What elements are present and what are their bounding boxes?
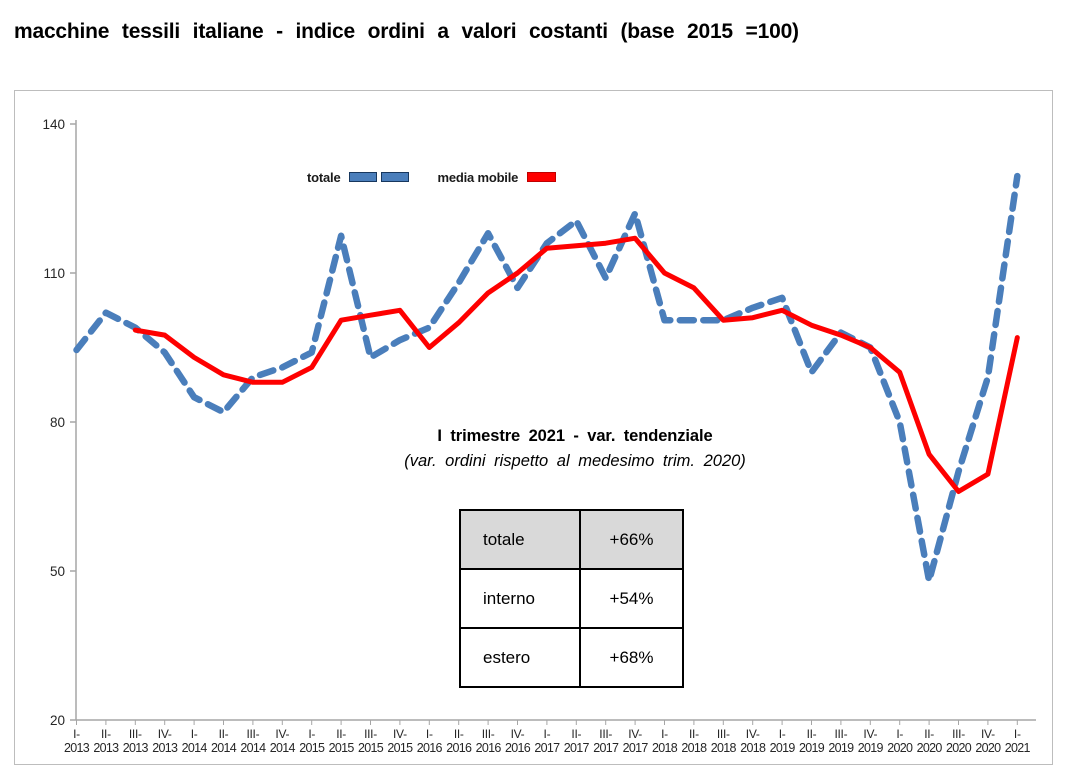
x-tick-quarter-label: II- — [454, 727, 464, 741]
x-tick-year-label: 2018 — [652, 741, 678, 755]
x-tick-quarter-label: II- — [807, 727, 817, 741]
chart-frame: 20 50 80 110 140 I- 2013 II- 2013 III- 2013 IV- 2013… — [14, 90, 1053, 765]
x-tick-quarter-label: III- — [129, 727, 142, 741]
table-row: interno +54% — [459, 568, 684, 629]
x-tick-quarter-label: III- — [834, 727, 847, 741]
x-tick-quarter-label: II- — [571, 727, 581, 741]
annotation-title: I trimestre 2021 - var. tendenziale — [437, 427, 713, 445]
x-tick-year-label: 2020 — [917, 741, 943, 755]
x-tick-year-label: 2016 — [476, 741, 502, 755]
x-tick-year-label: 2016 — [505, 741, 531, 755]
x-tick-quarter-label: III- — [246, 727, 259, 741]
x-tick-year-label: 2013 — [123, 741, 149, 755]
x-tick-year-label: 2014 — [270, 741, 296, 755]
x-tick-quarter-label: III- — [952, 727, 965, 741]
x-tick-quarter-label: IV- — [981, 727, 995, 741]
page-title: macchine tessili italiane - indice ordin… — [14, 20, 799, 43]
x-tick-quarter-label: IV- — [511, 727, 525, 741]
x-tick-year-label: 2017 — [593, 741, 619, 755]
x-tick-quarter-label: III- — [364, 727, 377, 741]
x-tick-quarter-label: III- — [599, 727, 612, 741]
x-tick-year-label: 2018 — [681, 741, 707, 755]
x-tick-quarter-label: I- — [896, 727, 903, 741]
x-tick-year-label: 2021 — [1005, 741, 1031, 755]
x-tick-quarter-label: I- — [73, 727, 80, 741]
row-value: +68% — [579, 627, 684, 688]
row-label: interno — [459, 568, 581, 629]
media-mobile-line-swatch — [527, 172, 557, 182]
y-tick-label: 140 — [42, 117, 65, 132]
x-tick-year-label: 2019 — [799, 741, 825, 755]
y-tick-label: 80 — [50, 415, 65, 430]
x-tick-quarter-label: I- — [308, 727, 315, 741]
x-tick-quarter-label: III- — [482, 727, 495, 741]
x-tick-year-label: 2015 — [358, 741, 384, 755]
x-tick-quarter-label: IV- — [275, 727, 289, 741]
table-row: totale +66% — [459, 509, 684, 570]
x-tick-quarter-label: IV- — [158, 727, 172, 741]
y-tick-label: 110 — [43, 266, 65, 281]
x-tick-year-label: 2019 — [770, 741, 796, 755]
x-tick-year-label: 2013 — [64, 741, 90, 755]
table-row: estero +68% — [459, 627, 684, 688]
series-line-media-mobile — [132, 235, 1020, 494]
row-value: +54% — [579, 568, 684, 629]
x-tick-quarter-label: II- — [101, 727, 111, 741]
x-tick-year-label: 2018 — [740, 741, 766, 755]
x-tick-year-label: 2020 — [887, 741, 913, 755]
y-tick-label: 20 — [50, 713, 65, 728]
x-tick-year-label: 2014 — [240, 741, 266, 755]
x-tick-quarter-label: IV- — [746, 727, 760, 741]
chart-legend: totale media mobile — [307, 167, 557, 187]
row-value: +66% — [579, 509, 684, 570]
legend-label-media-mobile: media mobile — [437, 169, 519, 185]
x-tick-quarter-label: I- — [661, 727, 668, 741]
x-tick-quarter-label: IV- — [863, 727, 877, 741]
x-tick-year-label: 2014 — [182, 741, 208, 755]
x-tick-quarter-label: I- — [544, 727, 551, 741]
x-tick-year-label: 2013 — [152, 741, 178, 755]
x-tick-year-label: 2015 — [329, 741, 355, 755]
x-tick-year-label: 2014 — [211, 741, 237, 755]
x-tick-year-label: 2016 — [417, 741, 443, 755]
x-tick-year-label: 2015 — [387, 741, 413, 755]
annotation-subtitle: (var. ordini rispetto al medesimo trim. … — [404, 452, 746, 470]
x-tick-quarter-label: I- — [191, 727, 198, 741]
x-tick-year-label: 2017 — [534, 741, 560, 755]
legend-label-totale: totale — [307, 169, 341, 185]
x-tick-quarter-label: I- — [779, 727, 786, 741]
orders-index-line-chart: 205080110140I-2013II-2013III-2013IV-2013… — [42, 117, 1036, 755]
x-tick-quarter-label: I- — [426, 727, 433, 741]
x-tick-year-label: 2015 — [299, 741, 325, 755]
x-tick-year-label: 2016 — [446, 741, 472, 755]
x-tick-quarter-label: IV- — [393, 727, 407, 741]
x-tick-quarter-label: II- — [219, 727, 229, 741]
x-tick-year-label: 2017 — [564, 741, 590, 755]
x-tick-year-label: 2013 — [93, 741, 119, 755]
row-label: estero — [459, 627, 581, 688]
x-tick-year-label: 2020 — [975, 741, 1001, 755]
x-tick-quarter-label: II- — [336, 727, 346, 741]
x-tick-quarter-label: I- — [1014, 727, 1021, 741]
x-tick-quarter-label: II- — [689, 727, 699, 741]
x-tick-quarter-label: III- — [717, 727, 730, 741]
dash-segment — [349, 172, 378, 182]
x-tick-year-label: 2020 — [946, 741, 972, 755]
variation-table: totale +66% interno +54% estero +68% — [459, 509, 684, 688]
x-tick-quarter-label: IV- — [628, 727, 642, 741]
x-tick-year-label: 2018 — [711, 741, 737, 755]
x-tick-year-label: 2019 — [828, 741, 854, 755]
totale-dashed-line-swatch — [349, 172, 413, 182]
row-label: totale — [459, 509, 581, 570]
x-tick-year-label: 2019 — [858, 741, 884, 755]
x-tick-quarter-label: II- — [924, 727, 934, 741]
y-tick-label: 50 — [50, 564, 65, 579]
annotation-box: I trimestre 2021 - var. tendenziale (var… — [255, 427, 895, 471]
x-tick-year-label: 2017 — [623, 741, 649, 755]
dash-segment — [381, 172, 410, 182]
